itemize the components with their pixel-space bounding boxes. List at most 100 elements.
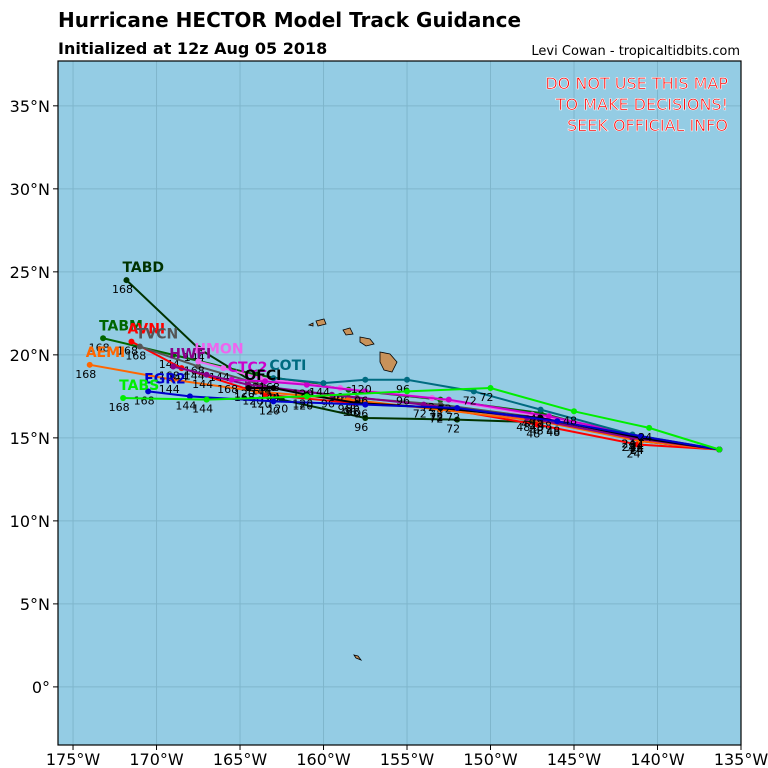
y-tick-label: 10°N xyxy=(10,512,50,531)
warning-line: SEEK OFFICIAL INFO xyxy=(567,116,728,135)
track-point xyxy=(128,338,135,345)
hour-label: 96 xyxy=(354,408,368,421)
hour-label: 24 xyxy=(626,448,640,461)
hour-label: 72 xyxy=(480,391,494,404)
track-point xyxy=(646,424,653,431)
track-name: COTI xyxy=(269,358,306,374)
hour-label: 168 xyxy=(217,383,238,396)
track-point xyxy=(195,363,202,370)
track-line xyxy=(172,365,720,451)
hour-label: 168 xyxy=(112,283,133,296)
track-name: AEMI xyxy=(86,345,126,361)
hour-label: 144 xyxy=(192,378,213,391)
credit: Levi Cowan - tropicaltidbits.com xyxy=(531,44,740,59)
hour-label: 48 xyxy=(530,421,544,434)
track-point xyxy=(170,376,177,383)
track-point xyxy=(571,408,578,415)
track-line xyxy=(148,390,720,451)
x-tick-label: 155°W xyxy=(380,750,435,768)
x-tick-label: 170°W xyxy=(129,750,184,768)
hour-label: 120 xyxy=(267,403,288,416)
track-name: TVCN xyxy=(136,327,178,343)
hour-label: 24 xyxy=(630,444,644,457)
track-point xyxy=(270,375,277,382)
track-point xyxy=(195,345,202,352)
track-name: HMON xyxy=(194,341,243,357)
y-tick-label: 0° xyxy=(32,678,50,697)
track-point xyxy=(445,396,452,403)
track-name: TABS xyxy=(119,378,159,394)
island xyxy=(342,327,354,336)
hour-label: 24 xyxy=(630,443,644,456)
hour-label: 24 xyxy=(630,441,644,454)
hour-label: 96 xyxy=(343,406,357,419)
hour-label: 24 xyxy=(630,444,644,457)
hour-label: 24 xyxy=(638,431,652,444)
hour-label: 24 xyxy=(621,441,635,454)
hour-label: 168 xyxy=(89,341,110,354)
track-name: TABD xyxy=(122,260,164,276)
track-point xyxy=(100,335,107,342)
islands xyxy=(307,318,398,661)
y-tick-label: 15°N xyxy=(10,429,50,448)
track-point xyxy=(270,385,277,392)
track-name: EGR2 xyxy=(144,371,186,387)
hour-label: 120 xyxy=(292,399,313,412)
track-line xyxy=(273,377,720,451)
track-point xyxy=(637,433,644,440)
x-tick-label: 145°W xyxy=(547,750,602,768)
y-tick-label: 25°N xyxy=(10,263,50,282)
track-point xyxy=(404,376,411,383)
track-point xyxy=(86,361,93,368)
x-tick-label: 140°W xyxy=(630,750,685,768)
track-point xyxy=(270,398,277,405)
track-name: CTC2 xyxy=(228,360,268,376)
subtitle: Initialized at 12z Aug 05 2018 xyxy=(58,39,327,58)
island xyxy=(315,318,327,327)
track-point xyxy=(203,371,210,378)
track-point xyxy=(262,378,269,385)
track-point xyxy=(203,396,210,403)
warning: DO NOT USE THIS MAP TO MAKE DECISIONS! S… xyxy=(545,74,729,136)
hour-label: 144 xyxy=(192,403,213,416)
track-point xyxy=(554,418,561,425)
hour-label: 72 xyxy=(446,411,460,424)
track-point xyxy=(253,388,260,395)
track-point xyxy=(145,388,152,395)
y-tick-label: 30°N xyxy=(10,180,50,199)
track-point xyxy=(716,446,723,453)
track-point xyxy=(537,406,544,413)
hour-label: 72 xyxy=(429,413,443,426)
track-name: HWFI xyxy=(169,346,211,362)
x-tick-label: 160°W xyxy=(296,750,351,768)
warning-line: DO NOT USE THIS MAP xyxy=(545,74,728,93)
hour-label: 72 xyxy=(446,423,460,436)
hour-label: 48 xyxy=(516,421,530,434)
hour-label: 144 xyxy=(175,399,196,412)
hour-label: 48 xyxy=(521,418,535,431)
hour-label: 24 xyxy=(630,439,644,452)
y-tick-label: 5°N xyxy=(20,595,50,614)
track-point xyxy=(303,381,310,388)
hour-label: 96 xyxy=(354,421,368,434)
track-point xyxy=(454,404,461,411)
hour-label: 24 xyxy=(621,438,635,451)
hour-label: 96 xyxy=(346,406,360,419)
hour-label: 168 xyxy=(159,369,180,382)
track-point xyxy=(487,385,494,392)
track-point xyxy=(170,363,177,370)
hour-label: 72 xyxy=(429,411,443,424)
track-name: TABM xyxy=(99,318,143,334)
track-point xyxy=(120,395,127,402)
track-point xyxy=(170,351,177,358)
tracks: 24 48 72 96 120 144 168 24 48 72 96 120 144 168 24 48 72… xyxy=(75,260,723,461)
track-point xyxy=(220,365,227,372)
track-point xyxy=(362,414,369,421)
title: Hurricane HECTOR Model Track Guidance xyxy=(58,8,521,32)
track-point xyxy=(186,393,193,400)
track-point xyxy=(362,376,369,383)
hour-label: 120 xyxy=(259,404,280,417)
hour-label: 72 xyxy=(429,411,443,424)
island xyxy=(359,336,375,347)
hour-label: 168 xyxy=(75,368,96,381)
